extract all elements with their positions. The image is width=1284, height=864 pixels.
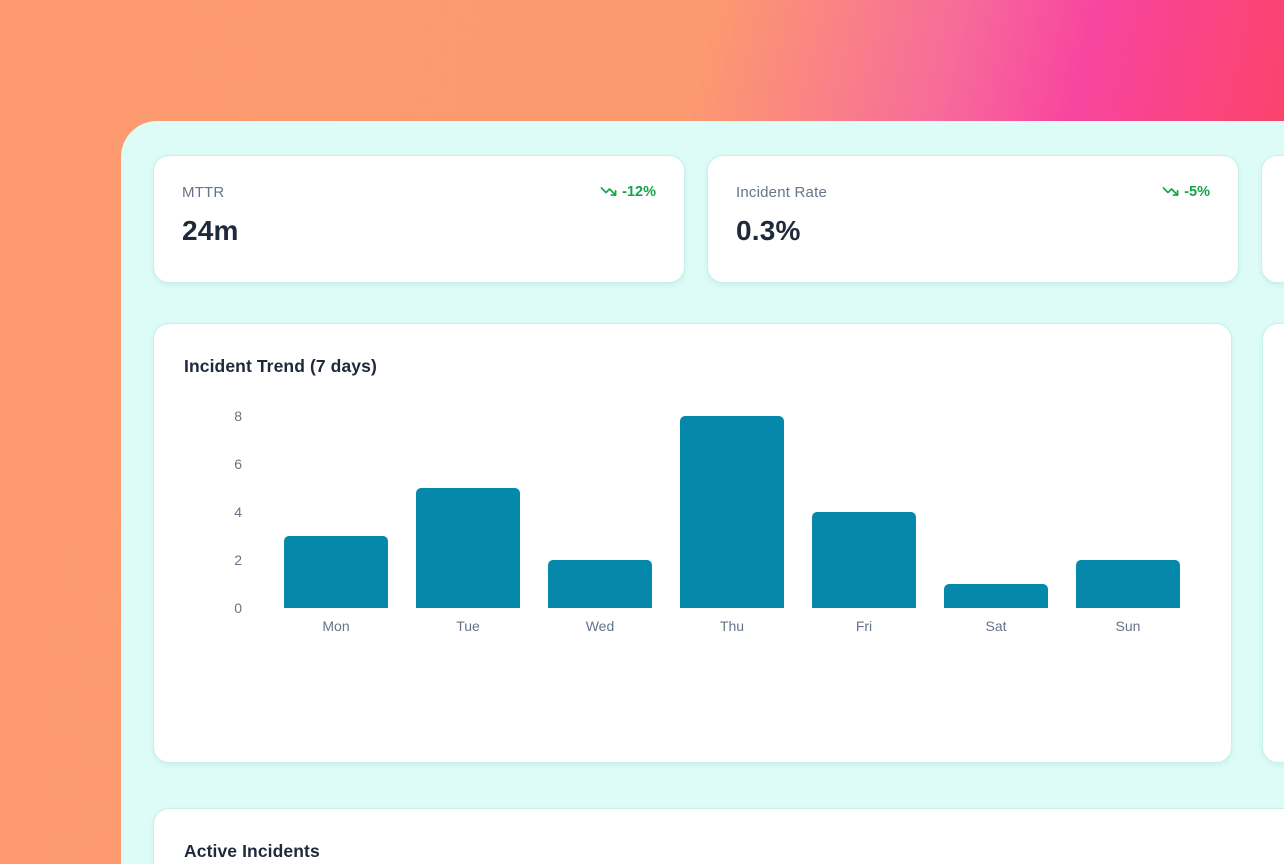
stat-trend-badge: -5% <box>1162 183 1210 200</box>
y-tick-label: 8 <box>234 408 242 424</box>
stat-card-clipped <box>1261 155 1284 283</box>
stat-card-header: MTTR -12% <box>182 183 656 203</box>
x-tick-label: Sun <box>1115 618 1141 634</box>
x-tick-label: Mon <box>322 618 350 634</box>
bar-mon <box>284 536 388 608</box>
stats-row: MTTR -12% 24m Incident Rate <box>153 155 1284 283</box>
stat-card-header: Incident Rate -5% <box>736 183 1210 203</box>
trending-down-icon <box>1162 183 1179 200</box>
incident-trend-bar-chart: 0 2 4 6 8 Mon Tue Wed Thu Fri Sat Sun <box>184 409 1201 634</box>
bar-tue <box>416 488 520 608</box>
active-incidents-title: Active Incidents <box>184 841 320 861</box>
y-tick-label: 4 <box>234 504 242 520</box>
x-tick-label: Fri <box>855 618 873 634</box>
x-tick-label: Thu <box>719 618 745 634</box>
y-tick-label: 0 <box>234 600 242 616</box>
chart-title: Incident Trend (7 days) <box>184 356 377 376</box>
x-tick-label: Sat <box>985 618 1007 634</box>
chart-x-axis-labels: Mon Tue Wed Thu Fri Sat Sun <box>259 618 1201 634</box>
y-tick-label: 2 <box>234 552 242 568</box>
bar-thu <box>680 416 784 608</box>
dashboard-panel: MTTR -12% 24m Incident Rate <box>121 121 1284 864</box>
chart-plot-area: Mon Tue Wed Thu Fri Sat Sun <box>259 416 1201 634</box>
bar-sun <box>1076 560 1180 608</box>
stat-value: 0.3% <box>736 215 801 246</box>
stat-label: Incident Rate <box>736 184 827 201</box>
charts-row: Incident Trend (7 days) 0 2 4 6 8 Mon Tue Wed T… <box>153 323 1284 763</box>
bar-wed <box>548 560 652 608</box>
stat-label: MTTR <box>182 184 225 201</box>
bar-fri <box>812 512 916 608</box>
stat-trend-value: -5% <box>1184 183 1210 200</box>
x-tick-label: Wed <box>585 618 615 634</box>
chart-bars <box>259 416 1201 608</box>
bar-sat <box>944 584 1048 608</box>
chart-y-axis: 0 2 4 6 8 <box>184 409 259 615</box>
incident-trend-chart-card: Incident Trend (7 days) 0 2 4 6 8 Mon Tue Wed T… <box>153 323 1232 763</box>
chart-card-clipped <box>1262 323 1284 763</box>
x-tick-label: Tue <box>456 618 480 634</box>
y-tick-label: 6 <box>234 456 242 472</box>
stat-card-mttr: MTTR -12% 24m <box>153 155 685 283</box>
active-incidents-card: Active Incidents <box>153 808 1284 864</box>
stat-trend-badge: -12% <box>600 183 656 200</box>
stat-value: 24m <box>182 215 239 246</box>
stat-card-incident-rate: Incident Rate -5% 0.3% <box>707 155 1239 283</box>
stat-trend-value: -12% <box>622 183 656 200</box>
trending-down-icon <box>600 183 617 200</box>
